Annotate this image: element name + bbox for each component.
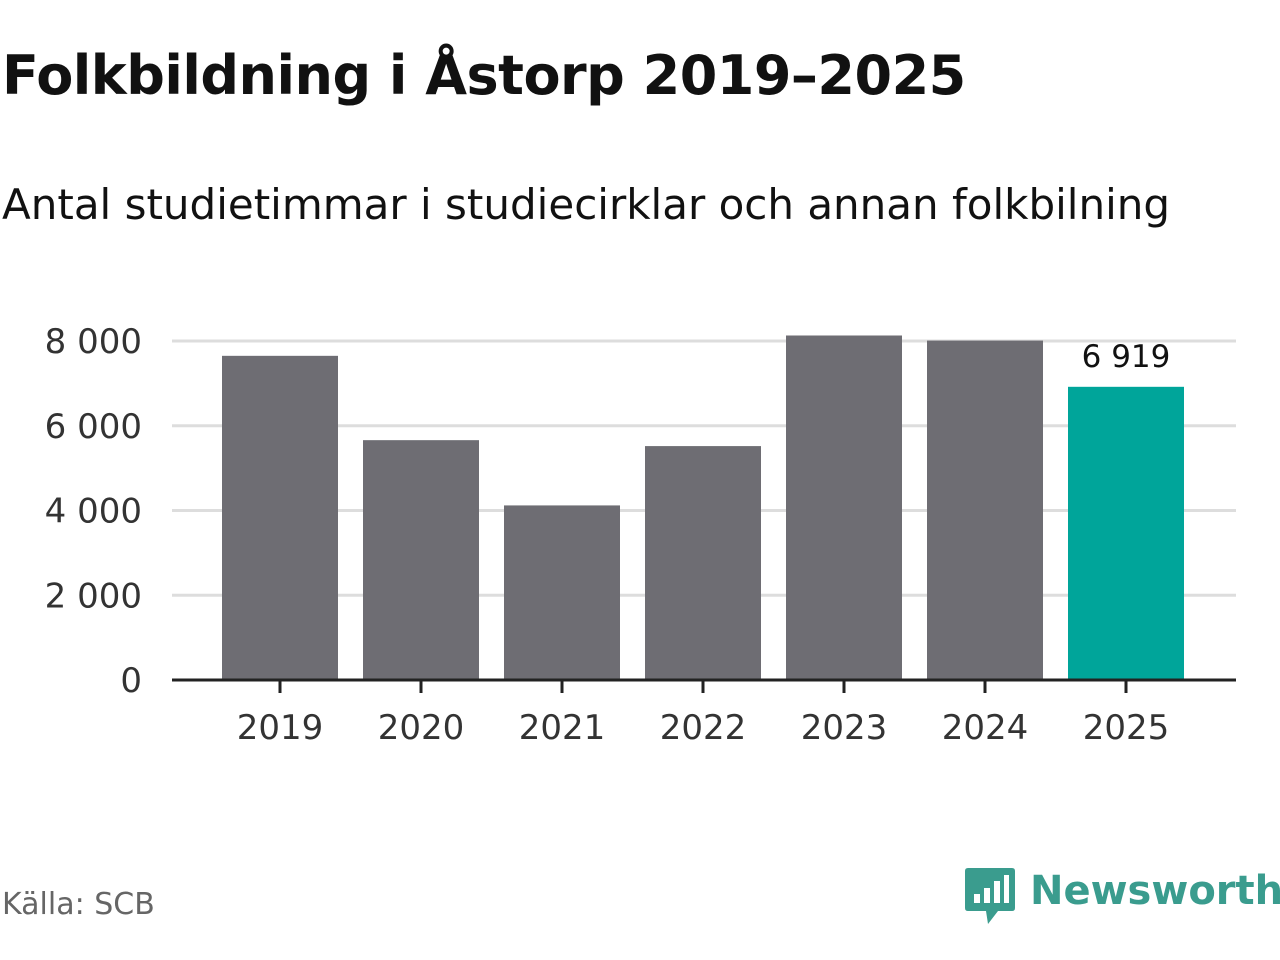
x-tick-label: 2022 <box>660 708 747 748</box>
brand-logo: Newsworthy <box>964 864 1280 928</box>
bar-chart: 0 2 000 4 000 6 000 8 000 2019 2020 2021 2022 202… <box>45 322 1236 748</box>
x-tick-label: 2019 <box>237 708 324 748</box>
data-label: 6 919 <box>1082 339 1171 375</box>
y-tick-label: 2 000 <box>45 576 142 616</box>
source-note: Källa: SCB <box>2 887 155 922</box>
y-tick-label: 4 000 <box>45 492 142 532</box>
brand-name: Newsworthy <box>1030 868 1280 914</box>
y-tick-label: 6 000 <box>45 407 142 447</box>
bar-2023 <box>786 335 902 680</box>
y-tick-label: 8 000 <box>45 322 142 362</box>
x-tick-label: 2020 <box>378 708 465 748</box>
chart-subtitle: Antal studietimmar i studiecirklar och a… <box>2 180 1171 229</box>
bar-2025 <box>1068 386 1184 680</box>
bar-2021 <box>504 505 620 680</box>
x-tick-label: 2023 <box>801 708 888 748</box>
x-tick-label: 2025 <box>1083 708 1170 748</box>
bar-2022 <box>645 446 761 680</box>
newsworthy-logo-icon <box>965 868 1015 924</box>
bar-2020 <box>363 440 479 680</box>
chart-title: Folkbildning i Åstorp 2019–2025 <box>2 44 966 107</box>
x-tick-label: 2021 <box>519 708 606 748</box>
bar-2019 <box>222 355 338 680</box>
x-tick-label: 2024 <box>942 708 1029 748</box>
y-tick-label: 0 <box>120 661 142 701</box>
bar-2024 <box>927 340 1043 680</box>
